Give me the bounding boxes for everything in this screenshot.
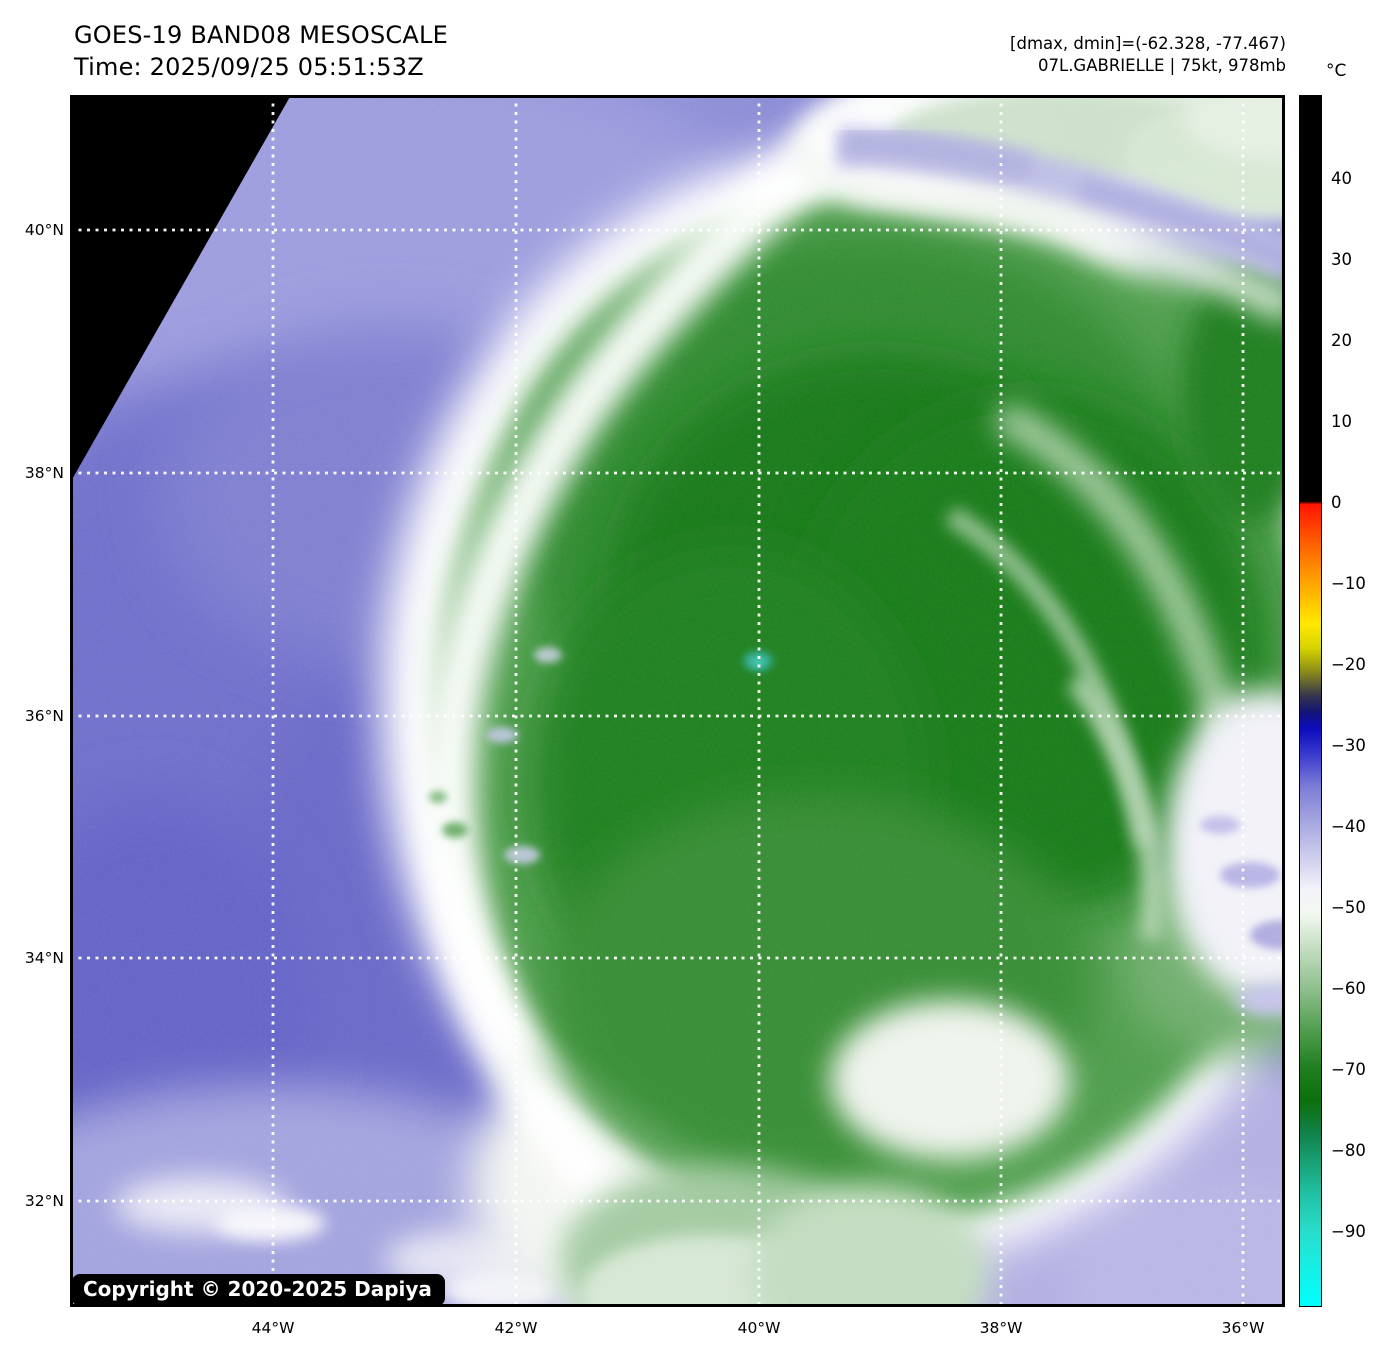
lon-tick-label: 40°W <box>737 1319 781 1337</box>
colorbar-gradient <box>1299 95 1322 1307</box>
copyright-badge: Copyright © 2020-2025 Dapiya <box>72 1274 445 1306</box>
product-stats: [dmax, dmin]=(-62.328, -77.467) 07L.GABR… <box>1010 33 1286 77</box>
colorbar-tick-label: 10 <box>1331 411 1352 431</box>
satellite-imagery-layers <box>70 95 1285 1307</box>
storm-info: 07L.GABRIELLE | 75kt, 978mb <box>1038 56 1286 75</box>
lon-tick-label: 42°W <box>494 1319 538 1337</box>
colorbar-tick-label: 30 <box>1331 249 1352 269</box>
colorbar-tick-label: 20 <box>1331 330 1352 350</box>
colorbar-tick-label: 0 <box>1331 493 1342 512</box>
graticule-gridlines <box>70 95 1285 1307</box>
lon-tick-label: 38°W <box>979 1319 1023 1337</box>
dmax-dmin-readout: [dmax, dmin]=(-62.328, -77.467) <box>1010 34 1286 53</box>
colorbar-unit-label: °C <box>1326 61 1347 81</box>
colorbar-tick-label: −40 <box>1331 817 1366 837</box>
product-time: Time: 2025/09/25 05:51:53Z <box>74 53 424 81</box>
map-frame: Copyright © 2020-2025 Dapiya <box>70 95 1285 1307</box>
map-border <box>70 95 1285 1307</box>
satellite-image <box>70 95 1285 1307</box>
colorbar-tick-label: −30 <box>1331 736 1366 756</box>
colorbar-tick-label: −50 <box>1331 898 1366 918</box>
lon-tick-label: 36°W <box>1221 1319 1265 1337</box>
lat-tick-label: 36°N <box>24 707 64 725</box>
lon-tick-label: 44°W <box>251 1319 295 1337</box>
lat-tick-label: 38°N <box>24 464 64 482</box>
colorbar-tick-label: −70 <box>1331 1060 1366 1080</box>
lat-tick-label: 40°N <box>24 221 64 239</box>
colorbar-tick-label: −60 <box>1331 979 1366 999</box>
lat-tick-label: 34°N <box>24 949 64 967</box>
colorbar-tick-label: −80 <box>1331 1141 1366 1161</box>
lat-tick-label: 32°N <box>24 1192 64 1210</box>
colorbar-tick-label: 40 <box>1331 168 1352 188</box>
colorbar-tick-label: −90 <box>1331 1222 1366 1242</box>
product-title: GOES-19 BAND08 MESOSCALE <box>74 21 448 49</box>
no-data-corner <box>70 95 291 483</box>
colorbar-tick-label: −10 <box>1331 574 1366 594</box>
colorbar-tick-label: −20 <box>1331 655 1366 675</box>
